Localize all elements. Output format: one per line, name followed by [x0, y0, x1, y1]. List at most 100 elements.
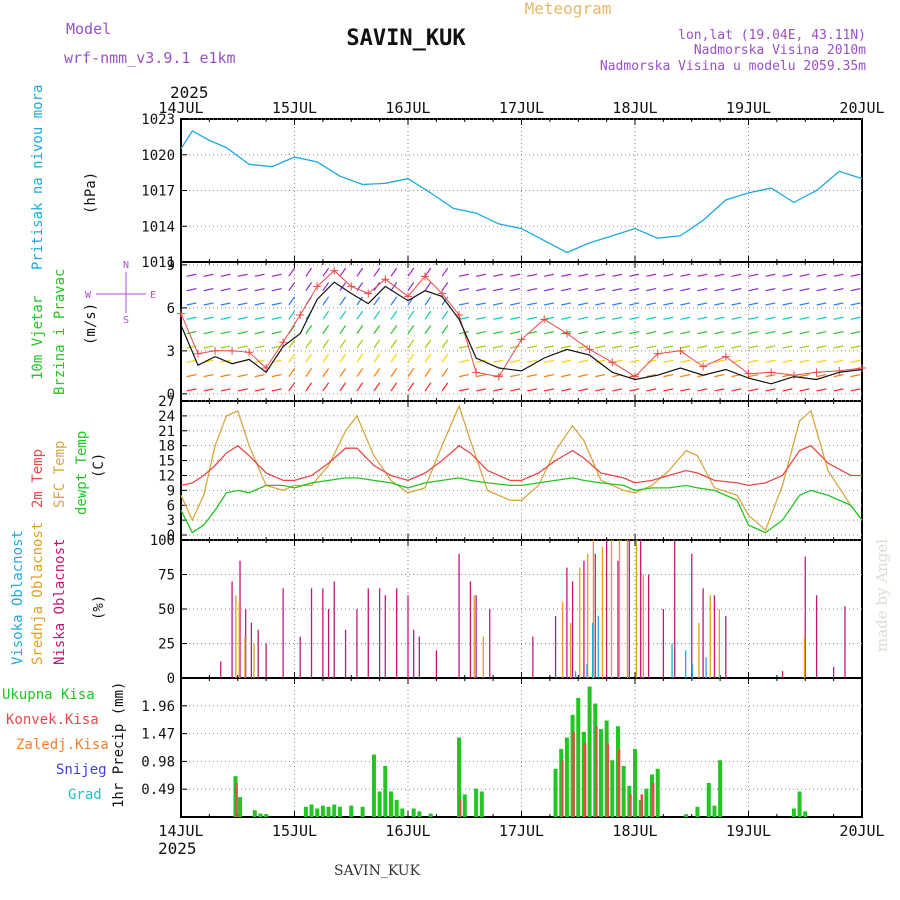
wind-barb: [629, 316, 640, 320]
precip-bar: [718, 760, 723, 817]
wind-barb: [833, 302, 844, 306]
pressure-ytick-label: 1020: [141, 148, 175, 164]
wind-gust-marker: [858, 364, 866, 373]
wind-barb: [407, 382, 415, 392]
precip-bar: [315, 808, 320, 817]
wind-barb: [237, 373, 248, 378]
precip-bar: [576, 697, 581, 817]
wind-barb: [612, 316, 623, 320]
wind-barb: [612, 330, 623, 335]
wind-gust-marker: [364, 289, 373, 298]
wind-barb: [595, 330, 606, 335]
wind-barb: [254, 345, 265, 349]
wind-barb: [373, 339, 381, 349]
temp-ylabel-sfc: SFC Temp: [52, 441, 68, 508]
wind-barb: [271, 287, 282, 292]
wind-barb: [458, 273, 469, 277]
wind-barb: [288, 267, 296, 277]
wind-barb: [510, 388, 521, 392]
wind-gust-marker: [608, 358, 617, 367]
precip-bar: [610, 760, 615, 817]
wind-gust-marker: [228, 346, 237, 355]
precip-bar: [651, 782, 655, 817]
wind-barb: [595, 273, 606, 277]
wind-barb: [748, 373, 759, 378]
wind-barb: [731, 330, 742, 335]
wind-gust-marker: [313, 282, 322, 291]
wind-gust-marker: [211, 346, 220, 355]
precip-bar: [320, 805, 325, 817]
wind-barb: [510, 273, 521, 277]
wind-barb: [697, 388, 708, 392]
wind-gust-marker: [812, 368, 821, 377]
wind-barb: [850, 330, 861, 335]
wind-barb: [527, 302, 538, 306]
wind-barb: [288, 353, 296, 363]
wind-barb: [714, 330, 725, 335]
precip-ylabel-snow: Snijeg: [56, 762, 107, 778]
compass-west: W: [85, 290, 92, 301]
wind-barb: [407, 267, 415, 277]
wind-barb: [697, 273, 708, 277]
wind-barb: [697, 330, 708, 335]
wind-barb: [765, 330, 776, 335]
precip-bar: [561, 760, 564, 817]
wind-barb: [680, 316, 691, 320]
wind-barb: [731, 345, 742, 349]
wind-barb: [680, 287, 691, 292]
wind-barb: [782, 345, 793, 349]
wind-barb: [458, 345, 469, 349]
wind-barb: [782, 330, 793, 335]
wind-barb: [373, 382, 381, 392]
wind-barb: [612, 302, 623, 306]
wind-barb: [544, 302, 555, 306]
precip-bar: [377, 791, 382, 817]
compass-east: E: [150, 290, 156, 301]
pressure-unit: (hPa): [83, 172, 99, 214]
wind-barb: [544, 373, 555, 378]
wind-barb: [424, 339, 432, 349]
wind-barb: [799, 373, 810, 378]
wind-barb: [697, 316, 708, 320]
wind-barb: [339, 353, 347, 363]
wind-barb: [254, 373, 265, 378]
precip-bar: [349, 805, 354, 817]
day-label-bottom: 16JUL: [385, 822, 430, 840]
temperature-ytick-label: 9: [167, 483, 175, 499]
wind-gust-marker: [245, 348, 254, 357]
wind-barb: [390, 325, 398, 334]
wind-barb: [544, 287, 555, 292]
temperature-ytick-label: 12: [158, 468, 175, 484]
wind-barb: [493, 388, 504, 392]
day-label-top: 18JUL: [612, 99, 657, 117]
wind-gust-marker: [404, 292, 412, 301]
wind-barb: [356, 267, 364, 277]
wind-gust-marker: [721, 352, 730, 361]
wind-barb: [561, 302, 572, 306]
wind-barb: [407, 282, 415, 292]
wind-barb: [475, 388, 487, 392]
wind-barb: [612, 345, 623, 349]
wind-barb: [493, 273, 504, 277]
precip-bar: [595, 726, 598, 817]
wind-barb: [203, 388, 214, 392]
day-label-top: 15JUL: [272, 99, 317, 117]
precip-bar: [326, 806, 331, 817]
precip-bar: [332, 804, 337, 817]
wind-barb: [578, 359, 589, 363]
wind-barb: [458, 373, 469, 378]
wind-barb: [493, 302, 504, 306]
wind-barb: [850, 273, 861, 277]
wind-barb: [407, 325, 415, 334]
wind-barb: [424, 353, 432, 363]
wind-barb: [305, 382, 313, 392]
wind-barb: [407, 310, 415, 320]
wind-barb: [544, 330, 555, 335]
wind-barb: [458, 359, 469, 363]
wind-barb: [561, 345, 572, 349]
precip-bar: [640, 794, 644, 817]
wind-gust-marker: [347, 282, 356, 291]
wind-barb: [629, 273, 640, 277]
wind-barb: [629, 359, 640, 363]
